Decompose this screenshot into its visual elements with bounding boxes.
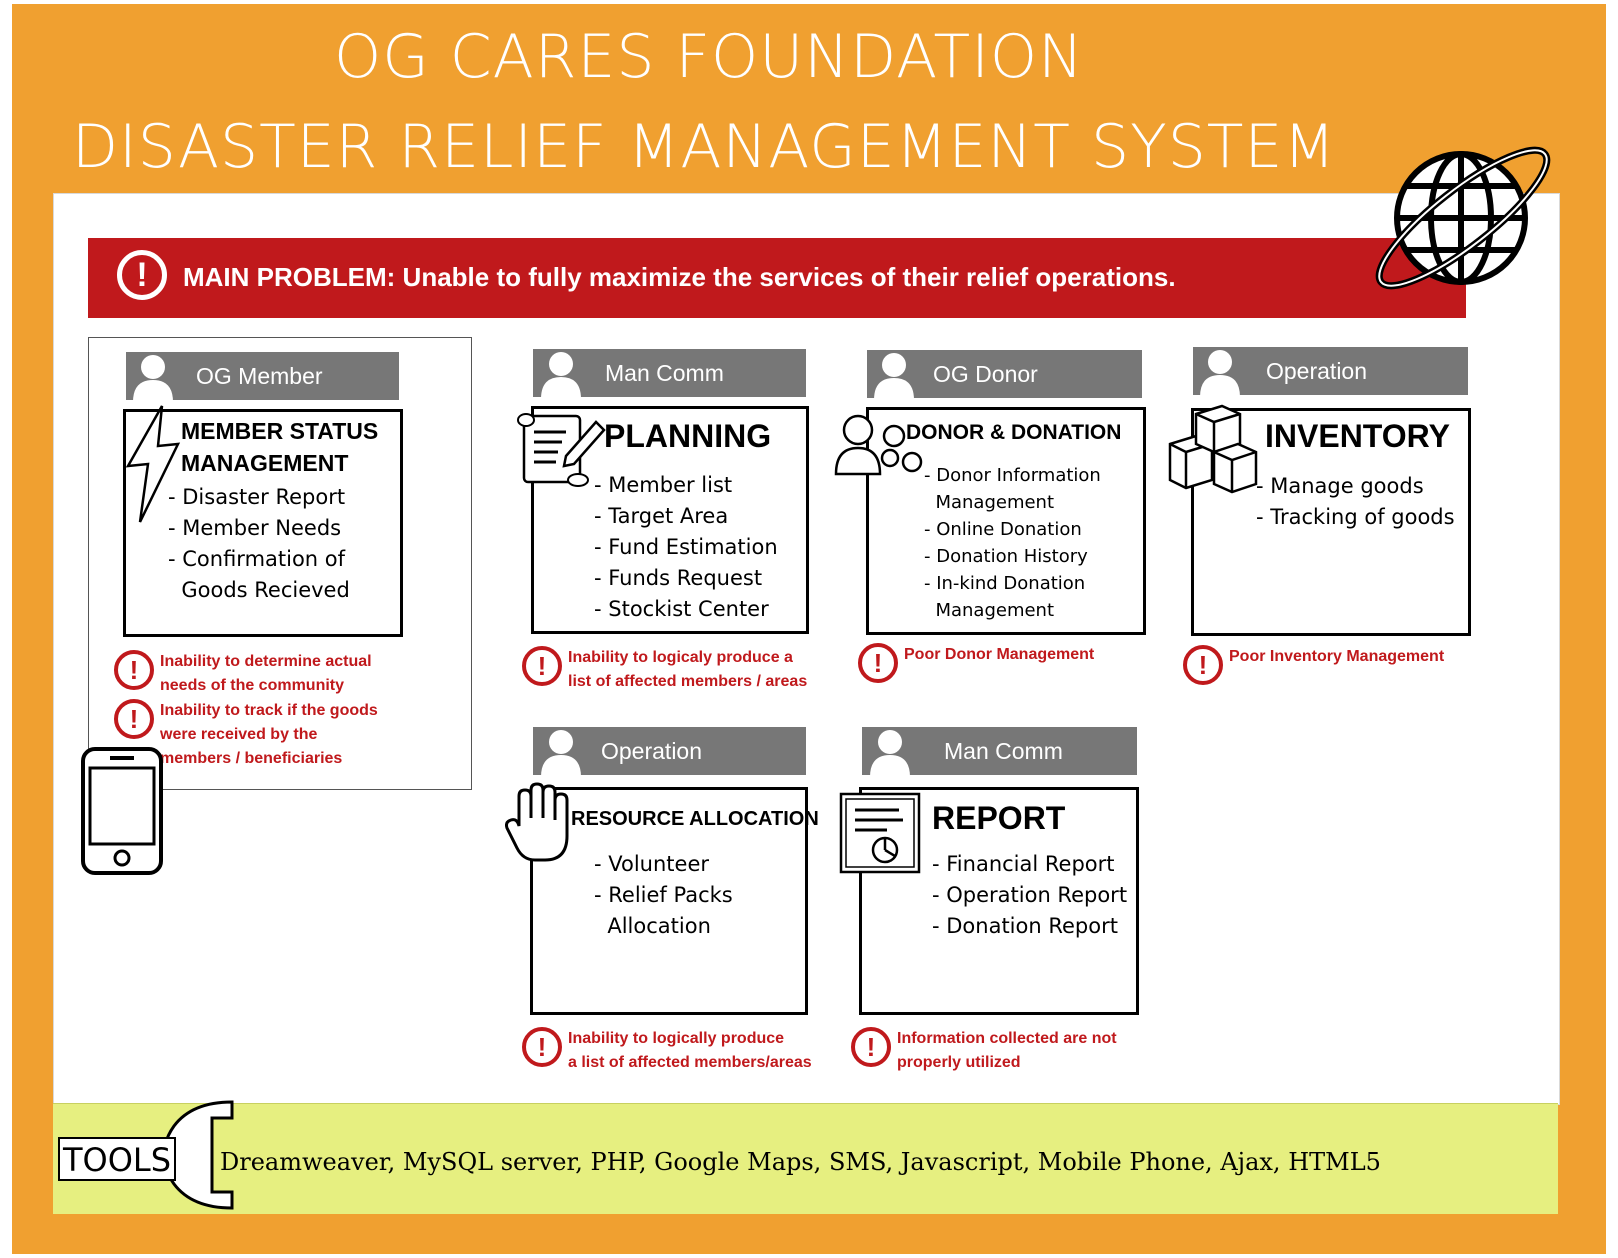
list-item: - Member Needs [168, 516, 342, 540]
list-item: - Donor Information [924, 465, 1101, 486]
report-title: REPORT [932, 800, 1066, 836]
list-item: - Member list [594, 473, 733, 497]
issue-member-1: ! Inability to determine actual needs of… [114, 650, 372, 698]
list-item: - Financial Report [932, 852, 1115, 876]
issue-resource: ! Inability to logically produce a list … [522, 1027, 812, 1075]
planning-items: - Member list - Target Area - Fund Estim… [594, 470, 778, 625]
document-icon [839, 792, 921, 874]
list-item: Goods Recieved [168, 578, 350, 602]
person-icon [133, 355, 173, 402]
issue-report: ! Information collected are not properly… [851, 1027, 1117, 1075]
alert-icon: ! [522, 1027, 562, 1067]
role-label: OG Donor [933, 361, 1038, 387]
issue-line: list of affected members / areas [568, 673, 808, 690]
list-item: - In-kind Donation [924, 573, 1086, 594]
alert-icon: ! [1183, 645, 1223, 685]
person-icon [870, 730, 910, 777]
resource-box [530, 787, 808, 1015]
issue-line: a list of affected members/areas [568, 1054, 812, 1071]
list-item: - Online Donation [924, 519, 1082, 540]
issue-line: Inability to logicaly produce a [568, 649, 793, 666]
alert-icon: ! [858, 643, 898, 683]
issue-line: Inability to track if the goods [160, 702, 378, 719]
resource-title: RESOURCE ALLOCATION [571, 808, 819, 830]
phone-icon [81, 747, 163, 875]
list-item: - Fund Estimation [594, 535, 778, 559]
list-item: - Stockist Center [594, 597, 769, 621]
member-title-line2: MANAGEMENT [181, 450, 349, 476]
list-item: - Target Area [594, 504, 729, 528]
issue-line: Inability to logically produce [568, 1030, 785, 1047]
report-items: - Financial Report - Operation Report - … [932, 849, 1127, 942]
issue-donor: ! Poor Donor Management [858, 643, 1094, 683]
inventory-items: - Manage goods - Tracking of goods [1256, 471, 1455, 533]
list-item: - Volunteer [594, 852, 709, 876]
person-icon [1200, 350, 1240, 397]
alert-icon: ! [522, 646, 562, 686]
role-label: Man Comm [605, 360, 724, 386]
member-items: - Disaster Report - Member Needs - Confi… [168, 482, 350, 606]
lightning-icon [125, 405, 181, 523]
globe-icon [1375, 146, 1551, 290]
issue-line: members / beneficiaries [160, 750, 343, 767]
issue-planning: ! Inability to logicaly produce a list o… [522, 646, 807, 694]
list-item: - Disaster Report [168, 485, 346, 509]
role-label: OG Member [196, 363, 323, 389]
member-title-line1: MEMBER STATUS [181, 418, 379, 444]
donor-box [866, 407, 1146, 635]
list-item: - Tracking of goods [1256, 505, 1455, 529]
issue-line: were received by the [160, 726, 318, 743]
list-item: Management [924, 492, 1055, 513]
donor-title: DONOR & DONATION [906, 421, 1122, 444]
alert-icon: ! [851, 1027, 891, 1067]
issue-line: Information collected are not [897, 1030, 1117, 1047]
list-item: - Donation History [924, 546, 1088, 567]
header-title-line2: DISASTER RELIEF MANAGEMENT SYSTEM [71, 112, 1337, 182]
inventory-title: INVENTORY [1265, 418, 1450, 454]
issue-inventory: ! Poor Inventory Management [1183, 645, 1444, 685]
tools-list: Dreamweaver, MySQL server, PHP, Google M… [220, 1148, 1381, 1176]
issue-member-2: ! Inability to track if the goods were r… [114, 699, 378, 771]
alert-icon: ! [114, 650, 154, 690]
role-bar-og-donor: OG Donor [867, 350, 1142, 398]
tools-bar [53, 1103, 1558, 1214]
resource-items: - Volunteer - Relief Packs Allocation [594, 849, 733, 942]
people-icon [834, 414, 923, 476]
alert-icon: ! [114, 699, 154, 739]
list-item: - Funds Request [594, 566, 763, 590]
role-label: Operation [601, 738, 703, 764]
issue-line: needs of the community [160, 677, 345, 694]
role-label: Man Comm [944, 738, 1063, 764]
planning-title: PLANNING [604, 418, 772, 454]
list-item: - Operation Report [932, 883, 1128, 907]
role-bar-operation: Operation [1193, 347, 1468, 395]
list-item: - Manage goods [1256, 474, 1424, 498]
scroll-icon [517, 413, 606, 487]
list-item: - Confirmation of [168, 547, 346, 571]
boxes-icon [1168, 404, 1258, 494]
list-item: - Donation Report [932, 914, 1118, 938]
list-item: Management [924, 600, 1055, 621]
person-icon [874, 353, 914, 400]
list-item: Allocation [594, 914, 711, 938]
alert-icon: ! [117, 250, 167, 300]
issue-line: properly utilized [897, 1054, 1021, 1071]
issue-line: Poor Donor Management [904, 646, 1095, 663]
header-title-line1: OG CARES FOUNDATION [333, 22, 1084, 92]
issue-line: Poor Inventory Management [1229, 648, 1445, 665]
tools-label: TOOLS [58, 1137, 176, 1181]
role-label: Operation [1266, 358, 1368, 384]
person-icon [541, 352, 581, 399]
donor-items: - Donor Information Management - Online … [924, 462, 1101, 624]
person-icon [541, 730, 581, 777]
hand-icon [505, 782, 569, 862]
main-problem-text: MAIN PROBLEM: Unable to fully maximize t… [183, 262, 1176, 292]
list-item: - Relief Packs [594, 883, 733, 907]
main-problem-banner [88, 238, 1466, 318]
issue-line: Inability to determine actual [160, 653, 372, 670]
